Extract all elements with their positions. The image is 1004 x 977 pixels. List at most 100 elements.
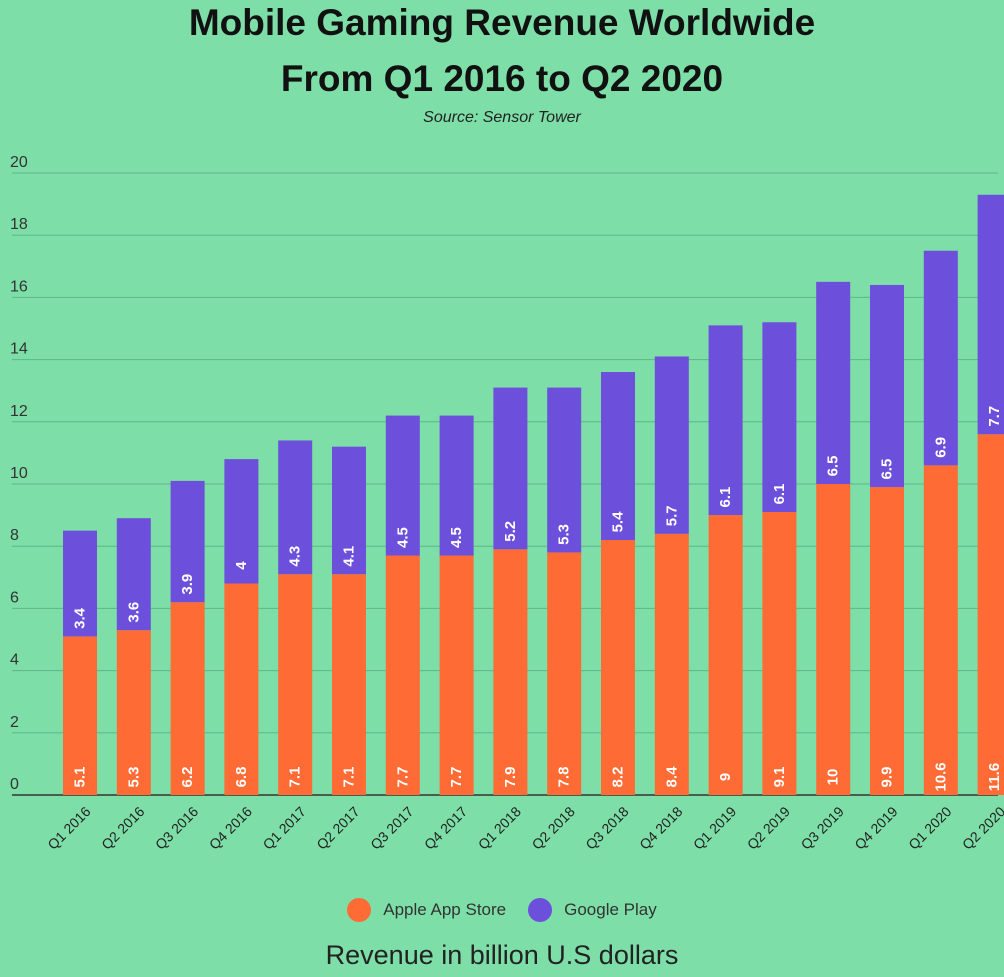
bar-apple-6: [385, 555, 420, 795]
y-tick-label: 18: [10, 216, 28, 233]
bar-apple-4: [278, 574, 313, 795]
y-unit-caption: Revenue in billion U.S dollars: [325, 940, 679, 970]
bar-google-2: [170, 480, 205, 603]
x-tick-label: Q3 2018: [582, 803, 631, 852]
x-tick-label: Q3 2017: [367, 803, 416, 852]
bar-apple-10: [601, 539, 635, 795]
data-label-google: 3.9: [179, 574, 196, 595]
y-tick-label: 12: [10, 403, 28, 420]
y-tick-label: 0: [10, 776, 19, 793]
legend-label-google: Google Play: [564, 900, 657, 919]
data-label-apple: 7.7: [394, 767, 411, 788]
x-tick-label: Q2 2016: [98, 803, 147, 852]
x-tick-label: Q4 2016: [206, 803, 255, 852]
bar-apple-17: [977, 434, 1004, 795]
x-axis-ticks: Q1 2016 Q2 2016 Q3 2016 Q4 2016 Q1 2017 Q2 20…: [44, 803, 1004, 852]
chart-title-line2: From Q1 2016 to Q2 2020: [280, 58, 724, 99]
data-label-apple: 5.3: [125, 767, 142, 788]
bar-apple-8: [493, 549, 528, 795]
x-tick-label: Q4 2017: [421, 803, 470, 852]
data-label-google: 6.1: [717, 487, 734, 508]
data-label-google: 6.5: [825, 456, 842, 477]
legend-item-apple[interactable]: Apple App Store: [347, 898, 506, 922]
data-label-apple: 10: [825, 769, 842, 786]
data-label-google: 3.4: [72, 607, 89, 629]
bars: [63, 194, 1004, 795]
data-label-apple: 9.9: [879, 767, 896, 788]
data-label-apple: 6.8: [233, 767, 250, 788]
y-tick-label: 8: [10, 527, 19, 544]
x-tick-label: Q3 2016: [152, 803, 201, 852]
x-tick-label: Q2 2017: [313, 803, 362, 852]
y-tick-label: 2: [10, 714, 19, 731]
bar-apple-12: [708, 515, 743, 795]
y-axis-ticks: 0 2 4 6 8 10 12 14 16 18 20: [10, 154, 28, 793]
bar-apple-16: [923, 465, 958, 795]
legend-label-apple: Apple App Store: [383, 900, 507, 919]
data-label-apple: 11.6: [986, 763, 1003, 791]
data-label-apple: 10.6: [932, 762, 949, 791]
data-label-google: 6.9: [932, 437, 949, 458]
data-label-google: 3.6: [125, 602, 142, 623]
x-tick-label: Q1 2019: [690, 803, 739, 852]
bar-google-7: [439, 415, 474, 556]
bar-google-1: [116, 518, 151, 631]
x-tick-label: Q2 2018: [529, 803, 578, 852]
y-tick-label: 16: [10, 278, 28, 295]
data-label-apple: 7.7: [448, 767, 465, 788]
apple-swatch-icon: [347, 898, 372, 922]
bar-google-4: [278, 440, 313, 575]
data-label-google: 7.7: [986, 406, 1003, 427]
x-tick-label: Q4 2018: [636, 803, 685, 852]
data-labels: 5.1 3.4 5.3 3.6 6.2 3.9 6.8 4 7.1 4.3 7.1 4.1 7.7 4.5…: [72, 406, 1004, 792]
bar-apple-2: [170, 602, 205, 795]
data-label-google: 5.3: [556, 524, 573, 545]
data-label-google: 4.5: [394, 527, 411, 548]
data-label-google: 4.3: [287, 546, 304, 567]
y-tick-label: 6: [10, 589, 19, 606]
x-tick-label: Q1 2018: [475, 803, 524, 852]
legend: Apple App Store Google Play: [0, 898, 1004, 922]
x-tick-label: Q1 2020: [905, 803, 954, 852]
x-tick-label: Q2 2019: [744, 803, 793, 852]
bar-apple-14: [816, 484, 851, 795]
data-label-google: 4: [233, 561, 250, 570]
bar-google-10: [601, 372, 635, 540]
data-label-apple: 9.1: [771, 767, 788, 788]
data-label-google: 5.7: [663, 505, 680, 526]
bar-google-3: [224, 459, 259, 584]
bar-apple-0: [63, 636, 97, 795]
data-label-google: 4.1: [341, 546, 358, 567]
data-label-apple: 8.4: [663, 766, 680, 788]
google-swatch-icon: [528, 898, 553, 922]
data-label-google: 5.4: [610, 511, 627, 533]
data-label-google: 6.1: [771, 484, 788, 505]
bar-apple-3: [224, 583, 259, 795]
x-tick-label: Q1 2016: [44, 803, 93, 852]
data-label-apple: 6.2: [179, 767, 196, 788]
legend-item-google[interactable]: Google Play: [528, 898, 657, 922]
x-tick-label: Q3 2019: [798, 803, 847, 852]
data-label-google: 5.2: [502, 521, 519, 542]
bar-google-6: [385, 415, 420, 556]
x-tick-label: Q1 2017: [260, 803, 309, 852]
bar-google-15: [870, 284, 904, 488]
bar-google-11: [654, 356, 689, 534]
bar-google-13: [762, 322, 797, 512]
y-tick-label: 10: [10, 465, 28, 482]
data-label-apple: 7.9: [502, 767, 519, 788]
data-label-google: 4.5: [448, 527, 465, 548]
y-tick-label: 14: [10, 341, 28, 358]
bar-google-9: [547, 387, 582, 553]
data-label-apple: 7.1: [341, 767, 358, 788]
bar-apple-11: [654, 533, 689, 795]
stacked-bar-chart: 0 2 4 6 8 10 12 14 16 18 20 5.1 3.4 5.3 3.6 6.2 3.9 6.8 4…: [10, 154, 1004, 853]
data-label-apple: 5.1: [72, 767, 89, 788]
bar-google-12: [708, 325, 743, 516]
y-tick-label: 4: [10, 652, 19, 669]
data-label-google: 6.5: [879, 459, 896, 480]
x-tick-label: Q4 2019: [851, 803, 900, 852]
chart-source: Source: Sensor Tower: [423, 109, 581, 126]
data-label-apple: 7.8: [556, 767, 573, 788]
data-label-apple: 8.2: [610, 767, 627, 788]
